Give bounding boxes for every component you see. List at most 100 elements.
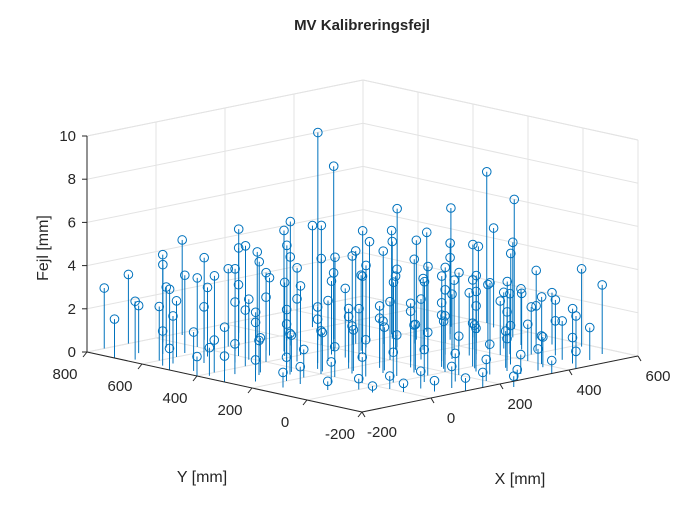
data-point [164,284,175,295]
data-point [357,225,368,236]
data-point [279,225,289,236]
data-point [467,275,478,285]
data-point [440,285,450,295]
x-tick [637,355,642,362]
data-point [516,288,527,299]
grid-line [293,309,570,371]
x-tick [568,369,573,376]
data-point [440,262,451,273]
y-axis-label: Y [mm] [177,469,227,486]
y-tick [357,411,363,418]
data-point [392,264,402,275]
data-point [516,284,526,294]
data-point [209,271,220,281]
data-point [467,318,478,329]
data-point [285,252,296,262]
data-point [278,367,288,378]
data-point [405,298,416,309]
data-point [509,194,520,205]
data-point [505,288,515,299]
data-point [329,341,340,352]
data-point [522,319,533,330]
data-point [429,375,440,386]
data-point [240,305,251,315]
data-point [360,334,371,345]
box-edge [362,79,639,141]
z-tick-label: 6 [68,214,76,231]
data-point [379,322,390,333]
data-point [264,272,275,283]
data-point [374,301,385,311]
data-point [219,322,230,333]
data-point [295,361,306,372]
data-point [392,203,402,214]
data-point [295,281,306,291]
x-tick-label: -200 [367,424,397,441]
data-point [282,240,292,251]
grid-line [86,165,364,223]
z-tick-label: 2 [68,301,76,318]
data-point [423,261,433,272]
data-point [484,339,495,350]
data-point [471,323,481,334]
data-point [109,314,120,324]
data-point [546,355,557,366]
data-point [597,280,608,290]
data-point [505,320,516,331]
data-point [192,351,202,362]
data-point [502,333,512,344]
data-point [481,167,492,177]
data-point [454,267,464,278]
data-point [230,339,240,349]
data-point [449,275,459,285]
data-point [388,277,399,288]
data-point [361,260,371,271]
data-point [421,227,432,238]
y-tick [247,387,253,394]
x-tick-label: 600 [645,368,670,385]
data-point [364,236,375,247]
data-point [419,276,430,287]
data-point [477,367,488,378]
data-point [177,235,187,245]
data-point [250,307,261,318]
data-point [415,366,426,377]
y-tick-label: 200 [217,402,242,419]
data-point [388,347,399,358]
data-point [171,296,182,306]
data-point [192,273,203,283]
data-point [438,316,449,327]
data-point [313,127,323,138]
data-point [508,371,519,382]
data-point [233,279,244,290]
z-tick-label: 4 [68,258,76,275]
data-point [250,355,261,365]
data-point [531,265,542,276]
data-point [348,325,359,335]
box-edge [86,79,364,137]
data-point [343,303,354,314]
data-point [312,314,323,325]
data-point [488,223,499,233]
data-point [405,306,416,317]
data-point [168,311,178,321]
data-point [515,349,526,360]
data-point [244,294,254,305]
data-point [223,263,234,274]
data-point [446,203,456,213]
x-axis-label: X [mm] [495,471,546,488]
y-tick-label: 800 [52,366,77,383]
data-point [255,333,266,343]
data-point [436,310,447,320]
data-point [531,301,541,311]
data-point [584,322,595,333]
data-point [419,344,430,355]
z-axis-label: Fejl [mm] [35,215,52,281]
data-point [347,251,358,261]
x-tick-label: 400 [576,382,601,399]
grid-line [155,337,432,399]
data-point [536,292,547,302]
data-point [99,283,110,293]
data-point [571,311,581,321]
